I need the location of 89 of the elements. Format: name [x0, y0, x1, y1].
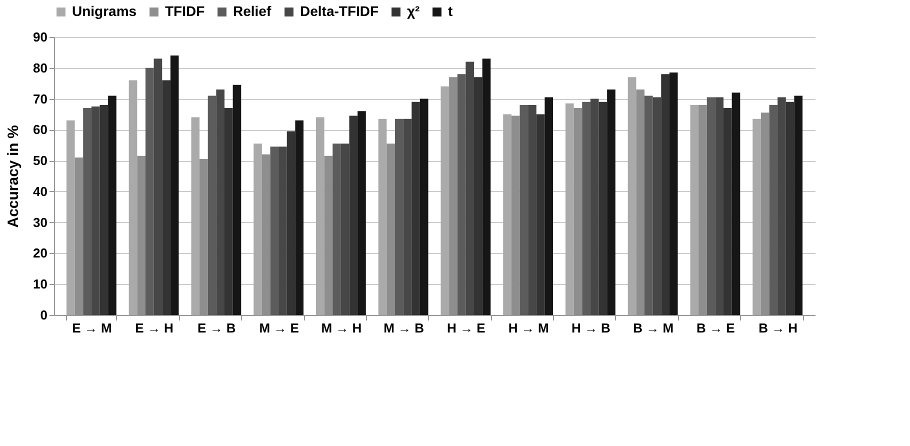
bar: [216, 90, 224, 315]
x-tick-label: E → H: [135, 320, 174, 336]
bar: [715, 97, 724, 315]
bar: [83, 108, 92, 315]
bar: [128, 80, 138, 315]
bar: [466, 62, 474, 315]
bar: [108, 96, 116, 315]
bar: [191, 117, 200, 315]
x-tick-label: M → E: [259, 320, 300, 336]
bar: [628, 77, 636, 315]
x-tick-label: B → E: [696, 320, 736, 336]
bar: [420, 98, 428, 315]
bar: [145, 68, 154, 315]
bar: [208, 96, 216, 315]
bar: [224, 108, 233, 315]
bar: [474, 77, 482, 315]
x-tick-label: H → B: [571, 320, 610, 336]
bar: [607, 90, 616, 315]
bar: [582, 102, 590, 315]
bar: [598, 102, 608, 315]
bar: [254, 144, 262, 315]
bar: [724, 108, 732, 315]
bar: [544, 97, 554, 315]
bar: [536, 114, 545, 315]
legend-label: TFIDF: [165, 3, 206, 19]
bar: [661, 74, 670, 315]
bar: [644, 96, 653, 315]
bar: [358, 111, 366, 315]
x-tick-label: M → H: [321, 320, 362, 336]
bar: [278, 146, 287, 315]
bar: [162, 80, 170, 315]
bar: [669, 72, 678, 315]
bar: [378, 118, 387, 315]
legend-label: Delta-TFIDF: [300, 3, 379, 19]
bar: [690, 104, 699, 315]
bar: [100, 104, 108, 315]
bar: [786, 102, 794, 315]
legend-label: Relief: [233, 3, 272, 19]
bar: [565, 103, 574, 315]
bar: [232, 84, 242, 315]
bar: [412, 102, 420, 315]
bar: [794, 96, 803, 315]
bar: [652, 97, 662, 315]
y-tick-label: 20: [33, 246, 48, 261]
y-tick-label: 70: [33, 91, 48, 106]
y-tick-label: 0: [40, 308, 48, 322]
bar: [769, 104, 778, 315]
bar: [340, 144, 350, 315]
bar: [170, 56, 179, 315]
bar: [316, 117, 324, 315]
bar: [66, 120, 75, 315]
bar: [482, 58, 491, 315]
x-tick-label: M → B: [384, 320, 424, 336]
legend-label: t: [448, 3, 453, 19]
bar: [154, 58, 162, 315]
y-tick-label: 40: [33, 184, 48, 199]
bar: [706, 97, 716, 315]
y-axis-title: Accuracy in %: [5, 125, 22, 228]
y-tick-label: 90: [33, 30, 48, 44]
bar: [752, 118, 761, 315]
bar: [286, 131, 296, 315]
bar: [270, 146, 279, 315]
x-tick-label: B → H: [758, 320, 798, 336]
y-tick-label: 50: [33, 153, 48, 168]
bar: [91, 106, 100, 315]
bar: [457, 74, 466, 315]
bar: [503, 114, 512, 315]
y-tick-label: 80: [33, 60, 48, 76]
bar: [394, 118, 404, 315]
x-tick-label: B → M: [633, 320, 674, 336]
y-tick-label: 30: [33, 214, 48, 230]
bar: [332, 144, 341, 315]
bar: [440, 86, 450, 315]
bar: [403, 118, 412, 315]
legend-label: χ²: [407, 3, 420, 19]
x-tick-label: E → M: [72, 320, 112, 336]
bar: [349, 116, 358, 315]
x-tick-label: H → M: [508, 320, 549, 336]
x-tick-label: E → B: [198, 320, 236, 336]
bar: [590, 98, 599, 315]
y-tick-label: 60: [33, 122, 48, 138]
bar: [732, 92, 740, 315]
x-tick-label: H → E: [447, 320, 486, 336]
bar: [528, 104, 536, 315]
bar: [520, 104, 528, 315]
y-tick-label: 10: [33, 276, 48, 292]
bar: [778, 97, 786, 315]
bar: [295, 120, 304, 315]
legend-label: Unigrams: [72, 3, 137, 19]
